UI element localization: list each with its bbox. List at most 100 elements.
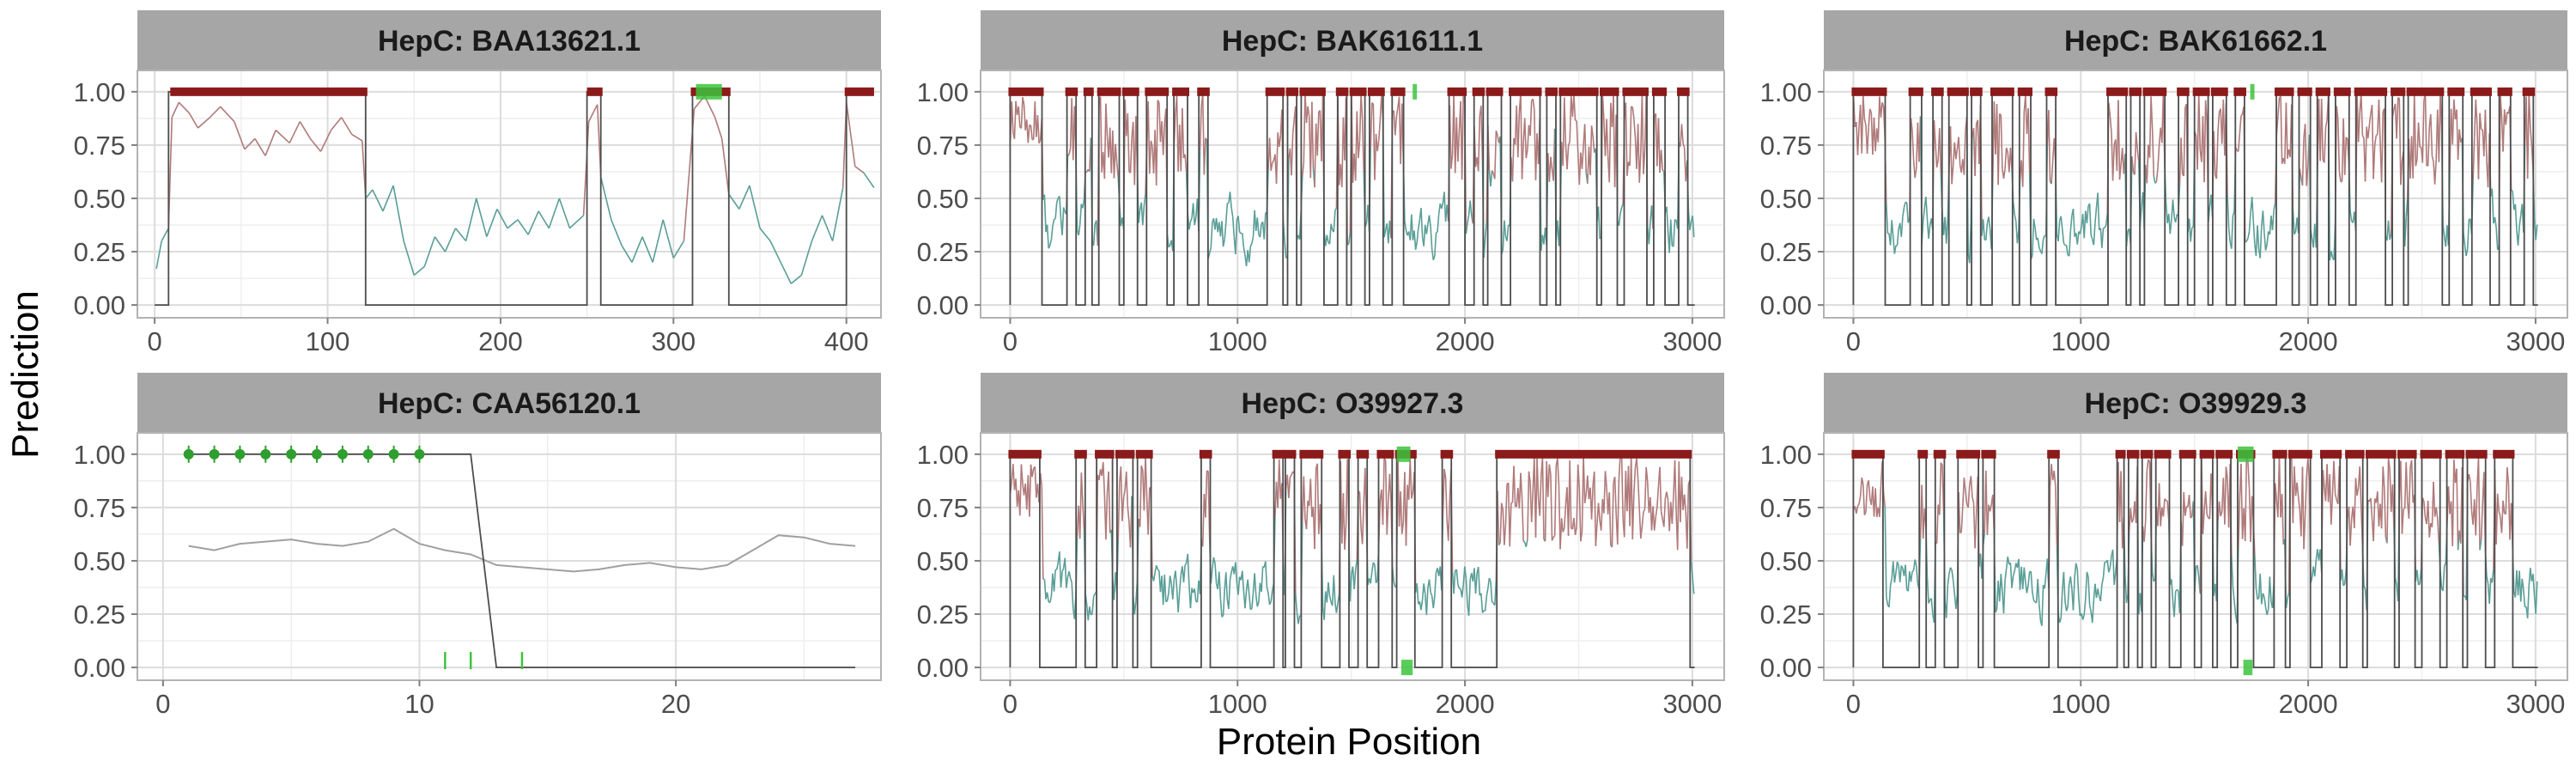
score-profile-segment xyxy=(1576,120,1579,153)
score-profile-segment xyxy=(2488,577,2492,605)
predicted-epitope-bar xyxy=(2315,87,2330,96)
score-profile-segment xyxy=(1569,460,1572,529)
score-profile-segment xyxy=(1266,587,1269,593)
score-profile-segment xyxy=(2083,210,2087,239)
score-profile-segment xyxy=(2065,245,2069,256)
score-profile-segment xyxy=(1207,471,1211,539)
score-profile-segment xyxy=(1189,217,1193,222)
score-profile-segment xyxy=(2150,96,2154,130)
score-profile-segment xyxy=(1951,569,1954,581)
score-profile-segment xyxy=(2108,102,2111,117)
score-profile-segment xyxy=(2532,574,2536,597)
predicted-epitope-bar xyxy=(2287,449,2312,459)
score-profile-segment xyxy=(1551,537,1554,541)
facet-title: HepC: O39929.3 xyxy=(2085,387,2307,420)
score-profile-segment xyxy=(2259,573,2263,605)
score-profile-segment xyxy=(2320,98,2324,160)
score-profile-segment xyxy=(2519,578,2524,602)
score-profile-segment xyxy=(1951,165,1954,185)
score-profile-segment xyxy=(1247,579,1250,595)
score-profile-segment xyxy=(254,138,266,156)
score-profile-segment xyxy=(2479,539,2482,551)
y-tick-label: 0.25 xyxy=(1760,237,1812,267)
score-profile-segment xyxy=(2535,224,2538,240)
score-profile-segment xyxy=(1958,492,1961,533)
score-profile-segment xyxy=(1935,504,1940,544)
score-profile-segment xyxy=(1492,601,1494,604)
predicted-epitope-bar xyxy=(1272,449,1285,459)
score-profile-segment xyxy=(1666,491,1669,501)
score-profile-segment xyxy=(1455,569,1459,585)
score-profile-segment xyxy=(1859,477,1863,497)
score-profile-segment xyxy=(1689,221,1692,230)
score-profile-segment xyxy=(1963,130,1966,175)
score-profile-segment xyxy=(1522,540,1526,544)
score-profile-segment xyxy=(1423,224,1426,247)
score-profile-segment xyxy=(403,240,415,276)
predicted-epitope-bar xyxy=(1299,87,1326,96)
score-profile-segment xyxy=(1270,591,1273,602)
score-profile-segment xyxy=(2227,228,2232,243)
score-profile-segment xyxy=(1587,475,1590,500)
score-profile-segment xyxy=(1480,106,1484,161)
score-profile-segment xyxy=(1861,477,1864,485)
score-profile-segment xyxy=(1165,600,1168,603)
score-profile-segment xyxy=(2041,239,2044,254)
score-profile-segment xyxy=(1152,572,1156,581)
score-profile-segment xyxy=(1400,491,1403,534)
score-profile-segment xyxy=(1600,498,1604,531)
score-profile-segment xyxy=(1328,595,1332,603)
score-profile-segment xyxy=(1866,127,1869,155)
score-profile-segment xyxy=(1948,567,1952,575)
score-profile-segment xyxy=(1358,492,1362,529)
x-tick-label: 20 xyxy=(661,689,690,719)
score-profile-segment xyxy=(2261,593,2264,605)
score-profile-segment xyxy=(1386,501,1389,535)
score-profile-segment xyxy=(2076,569,2080,599)
score-profile-segment xyxy=(1868,480,1871,499)
score-profile-segment xyxy=(2191,226,2194,228)
score-profile-segment xyxy=(1465,578,1468,606)
score-profile-segment xyxy=(1868,108,1871,128)
x-tick-label: 3000 xyxy=(1662,689,1722,719)
score-profile-segment xyxy=(1949,126,1953,185)
score-profile-segment xyxy=(1316,111,1320,156)
score-profile-segment xyxy=(1249,607,1253,611)
score-profile-segment xyxy=(652,219,665,263)
score-profile-segment xyxy=(465,198,477,241)
score-profile-segment xyxy=(1938,462,1942,515)
score-profile-segment xyxy=(1432,596,1436,609)
score-profile-segment xyxy=(1947,574,1950,586)
score-profile-segment xyxy=(2204,490,2208,514)
y-tick-label: 0.00 xyxy=(74,290,125,320)
score-profile-segment xyxy=(1963,478,1966,492)
predicted-epitope-bar xyxy=(2272,449,2287,459)
score-profile-segment xyxy=(2307,458,2311,481)
score-profile-segment xyxy=(1687,210,1691,230)
score-profile-segment xyxy=(1618,455,1621,480)
score-profile-segment xyxy=(2285,102,2288,159)
score-profile-segment xyxy=(2405,198,2409,217)
score-profile-segment xyxy=(1278,459,1282,499)
score-profile-segment xyxy=(1103,103,1107,180)
score-profile-segment xyxy=(2030,571,2033,593)
score-profile-segment xyxy=(1206,470,1209,472)
score-profile-segment xyxy=(1080,472,1084,502)
score-profile-segment xyxy=(1430,226,1433,250)
score-profile-segment xyxy=(1353,569,1357,589)
known-epitope-marker xyxy=(696,83,722,100)
y-tick-label: 0.00 xyxy=(74,653,125,683)
plot-area xyxy=(137,433,881,680)
score-profile-segment xyxy=(1527,471,1530,539)
predicted-epitope-bar xyxy=(1440,449,1454,459)
score-profile-segment xyxy=(2292,208,2295,234)
score-profile-segment xyxy=(2055,486,2058,546)
score-profile-segment xyxy=(2165,202,2168,223)
score-profile-segment xyxy=(1896,228,1899,246)
score-profile-segment xyxy=(1122,490,1126,497)
score-profile-segment xyxy=(1184,154,1188,173)
score-profile-segment xyxy=(1495,130,1498,136)
score-profile-segment xyxy=(2196,565,2200,578)
score-profile-segment xyxy=(1347,232,1352,244)
score-profile-segment xyxy=(2380,111,2385,183)
